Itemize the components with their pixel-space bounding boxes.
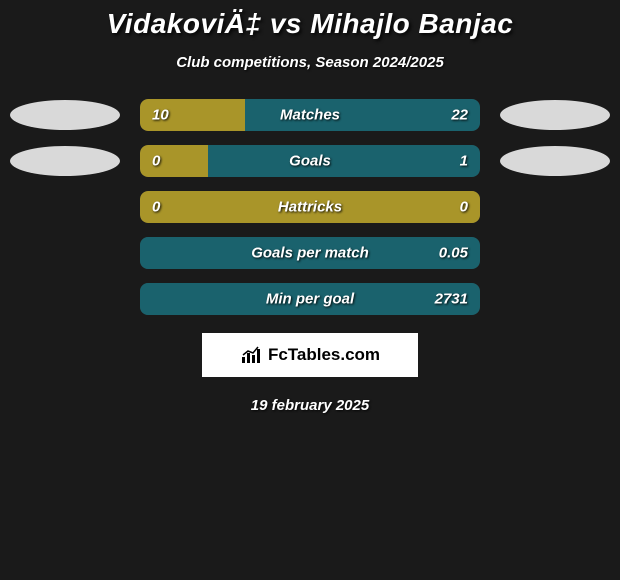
stat-row: 0 Hattricks 0 [0, 191, 620, 223]
left-ellipse [10, 146, 120, 176]
stat-label: Matches [280, 107, 340, 124]
right-ellipse [500, 146, 610, 176]
stat-bar: 10 Matches 22 [140, 99, 480, 131]
right-ellipse [500, 100, 610, 130]
subtitle: Club competitions, Season 2024/2025 [0, 54, 620, 71]
left-value: 0 [152, 153, 160, 170]
right-value: 1 [460, 153, 468, 170]
left-value: 0 [152, 199, 160, 216]
stat-bar: 0 Goals 1 [140, 145, 480, 177]
stat-bar: Min per goal 2731 [140, 283, 480, 315]
ellipse-spacer [500, 238, 610, 268]
stat-row: 10 Matches 22 [0, 99, 620, 131]
stat-bar: 0 Hattricks 0 [140, 191, 480, 223]
stat-bar: Goals per match 0.05 [140, 237, 480, 269]
right-value: 22 [451, 107, 468, 124]
right-value: 0.05 [439, 245, 468, 262]
page-title: VidakoviÄ‡ vs Mihajlo Banjac [0, 8, 620, 40]
stat-label: Min per goal [266, 291, 354, 308]
logo-text: FcTables.com [268, 345, 380, 365]
ellipse-spacer [500, 192, 610, 222]
bar-left-fill [140, 145, 208, 177]
stat-label: Goals per match [251, 245, 369, 262]
right-value: 2731 [435, 291, 468, 308]
date-label: 19 february 2025 [0, 397, 620, 414]
logo-box[interactable]: FcTables.com [202, 333, 418, 377]
stat-row: Goals per match 0.05 [0, 237, 620, 269]
right-value: 0 [460, 199, 468, 216]
comparison-widget: VidakoviÄ‡ vs Mihajlo Banjac Club compet… [0, 0, 620, 414]
stat-row: 0 Goals 1 [0, 145, 620, 177]
ellipse-spacer [10, 192, 120, 222]
stat-label: Hattricks [278, 199, 342, 216]
ellipse-spacer [500, 284, 610, 314]
left-ellipse [10, 100, 120, 130]
stats-rows: 10Matches220Goals10Hattricks0Goals per m… [0, 99, 620, 315]
stat-label: Goals [289, 153, 331, 170]
ellipse-spacer [10, 238, 120, 268]
bar-right-fill [208, 145, 480, 177]
left-value: 10 [152, 107, 169, 124]
stat-row: Min per goal 2731 [0, 283, 620, 315]
chart-icon [240, 346, 262, 364]
ellipse-spacer [10, 284, 120, 314]
